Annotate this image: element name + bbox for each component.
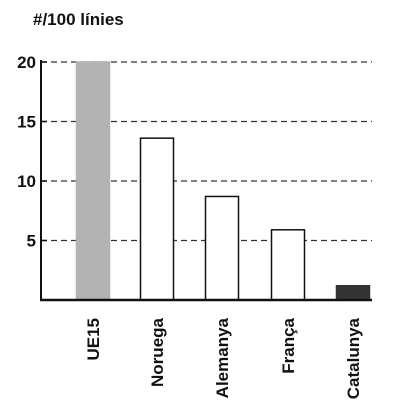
- bar-frança: [270, 229, 306, 301]
- axes: [40, 60, 372, 302]
- y-tick-label: 20: [17, 53, 36, 72]
- x-tick-label: França: [279, 317, 298, 373]
- x-tick-label: Catalunya: [344, 317, 363, 399]
- bar-noruega: [139, 137, 175, 301]
- x-tick-labels: UE15 Noruega Alemanya França Catalunya: [84, 317, 363, 399]
- y-tick-label: 15: [17, 113, 36, 132]
- bar-alemanya: [204, 195, 240, 301]
- y-tick-label: 10: [17, 172, 36, 191]
- x-tick-label: Alemanya: [213, 317, 232, 398]
- unit-label: #/100 línies: [33, 10, 124, 29]
- x-tick-label: Noruega: [148, 317, 167, 387]
- bar-catalunya: [335, 284, 371, 301]
- y-tick-label: 5: [27, 232, 36, 251]
- bar-ue15: [75, 61, 111, 301]
- x-tick-label: UE15: [84, 318, 103, 361]
- y-tick-labels: 5 10 15 20: [17, 53, 36, 251]
